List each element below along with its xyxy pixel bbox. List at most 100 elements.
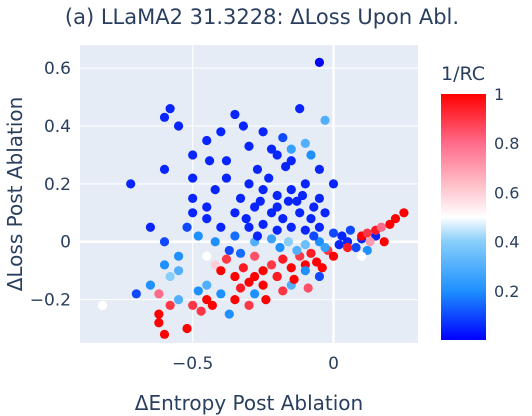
data-point bbox=[165, 104, 175, 114]
x-tick-label: −0.5 bbox=[172, 354, 213, 374]
data-point bbox=[221, 156, 232, 166]
data-point bbox=[250, 202, 260, 212]
data-point bbox=[258, 219, 268, 229]
data-point bbox=[295, 208, 305, 218]
data-point bbox=[210, 260, 220, 270]
data-point bbox=[238, 263, 248, 273]
data-point bbox=[173, 266, 184, 276]
data-point bbox=[224, 309, 234, 319]
data-point bbox=[202, 213, 212, 224]
y-tick-label: 0.2 bbox=[44, 175, 71, 195]
data-point bbox=[182, 222, 192, 232]
data-point bbox=[221, 254, 232, 264]
plot-area bbox=[80, 45, 418, 343]
data-point bbox=[145, 280, 156, 290]
data-point bbox=[320, 208, 330, 218]
data-points bbox=[97, 57, 409, 339]
data-point bbox=[266, 208, 277, 218]
data-point bbox=[196, 306, 206, 316]
data-point bbox=[272, 271, 282, 282]
data-point bbox=[224, 245, 234, 256]
data-point bbox=[286, 222, 296, 232]
data-point bbox=[266, 234, 277, 244]
data-point bbox=[272, 190, 282, 201]
data-point bbox=[399, 208, 409, 218]
data-point bbox=[230, 231, 240, 241]
chart-title: (a) LLaMA2 31.3228: ΔLoss Upon Abl. bbox=[65, 5, 459, 29]
colorbar-title: 1/RC bbox=[441, 63, 485, 85]
data-point bbox=[165, 271, 175, 282]
data-point bbox=[244, 141, 254, 151]
data-point bbox=[154, 289, 164, 299]
data-point bbox=[351, 242, 361, 253]
data-point bbox=[235, 193, 246, 203]
data-point bbox=[278, 286, 288, 296]
data-point bbox=[204, 156, 215, 166]
data-point bbox=[328, 228, 339, 238]
data-point bbox=[292, 196, 302, 206]
data-point bbox=[173, 251, 184, 261]
data-point bbox=[390, 213, 401, 224]
data-point bbox=[159, 260, 170, 270]
data-point bbox=[159, 237, 170, 247]
data-point bbox=[342, 242, 353, 253]
data-point bbox=[210, 185, 220, 195]
data-point bbox=[286, 144, 296, 154]
data-point bbox=[250, 271, 260, 282]
data-point bbox=[182, 323, 192, 334]
data-point bbox=[300, 138, 310, 148]
data-point bbox=[216, 127, 226, 137]
data-point bbox=[202, 295, 212, 305]
axis-ticks: −0.5 0 −0.2 0 0.2 0.4 0.6 bbox=[30, 59, 339, 374]
data-point bbox=[272, 150, 282, 160]
data-point bbox=[216, 222, 226, 232]
data-point bbox=[202, 135, 212, 146]
data-point bbox=[145, 222, 156, 232]
data-point bbox=[165, 300, 175, 310]
y-tick-label: 0 bbox=[60, 233, 71, 253]
data-point bbox=[278, 254, 288, 264]
data-point bbox=[235, 248, 246, 258]
data-point bbox=[300, 179, 310, 189]
data-point bbox=[300, 266, 310, 276]
data-point bbox=[303, 283, 313, 293]
data-point bbox=[300, 225, 310, 235]
data-point bbox=[275, 242, 285, 253]
data-point bbox=[235, 283, 246, 293]
data-point bbox=[314, 164, 325, 175]
plot-background bbox=[80, 45, 418, 343]
data-point bbox=[283, 237, 294, 247]
colorbar-ticks: 0.2 0.4 0.6 0.8 1 bbox=[494, 85, 519, 301]
data-point bbox=[255, 196, 265, 206]
data-point bbox=[345, 225, 355, 235]
data-point bbox=[230, 295, 240, 305]
data-point bbox=[202, 202, 212, 212]
data-point bbox=[154, 318, 164, 328]
data-point bbox=[385, 219, 395, 229]
data-point bbox=[334, 240, 344, 250]
data-point bbox=[362, 228, 372, 238]
data-point bbox=[193, 231, 203, 241]
data-point bbox=[258, 185, 268, 195]
data-point bbox=[188, 150, 198, 160]
data-point bbox=[320, 115, 330, 125]
data-point bbox=[309, 202, 319, 212]
data-point bbox=[244, 277, 254, 287]
data-point bbox=[362, 245, 372, 256]
data-point bbox=[379, 237, 389, 247]
data-point bbox=[188, 193, 198, 203]
data-point bbox=[159, 164, 170, 175]
data-point bbox=[230, 208, 240, 218]
data-point bbox=[300, 240, 310, 250]
data-point bbox=[306, 213, 316, 224]
colorbar-tick-label: 0.6 bbox=[494, 183, 519, 202]
data-point bbox=[216, 266, 226, 276]
data-point bbox=[297, 190, 308, 201]
data-point bbox=[97, 300, 108, 310]
data-point bbox=[230, 109, 240, 120]
data-point bbox=[252, 231, 263, 241]
data-point bbox=[202, 251, 212, 261]
data-point bbox=[314, 57, 325, 67]
data-point bbox=[230, 271, 240, 282]
